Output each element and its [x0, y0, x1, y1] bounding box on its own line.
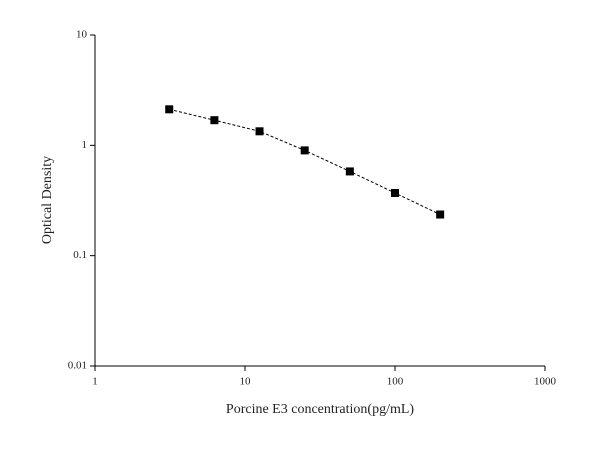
y-tick-label: 0.1: [73, 249, 87, 261]
y-tick-label: 1: [82, 139, 88, 151]
y-axis-label: Optical Density: [40, 156, 55, 244]
y-tick-label: 10: [76, 29, 88, 41]
y-tick-label: 0.01: [68, 360, 87, 372]
x-tick-label: 1000: [534, 376, 557, 388]
data-line: [169, 108, 441, 215]
data-point: [300, 146, 309, 155]
x-axis-label: Porcine E3 concentration(pg/mL): [226, 402, 414, 417]
x-tick-label: 10: [240, 376, 252, 388]
data-point: [345, 167, 354, 176]
data-point: [255, 127, 264, 136]
data-point: [165, 105, 174, 114]
data-point: [391, 188, 399, 197]
x-tick-label: 1: [92, 376, 98, 388]
data-point: [436, 210, 445, 219]
x-tick-label: 100: [387, 376, 404, 388]
data-point: [210, 116, 219, 125]
